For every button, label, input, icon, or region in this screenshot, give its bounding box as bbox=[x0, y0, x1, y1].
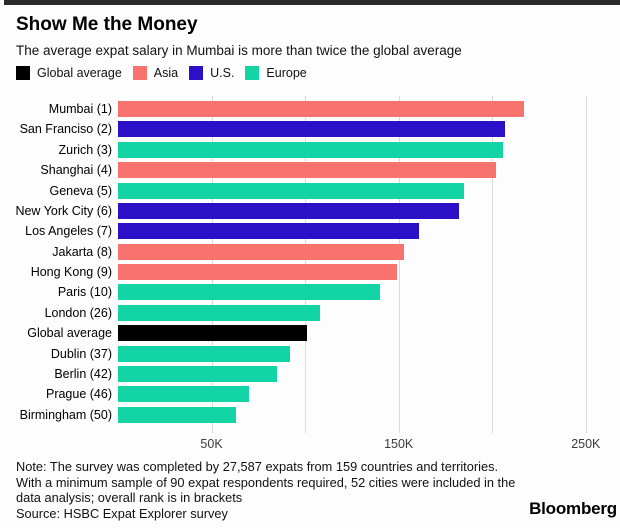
bar-row: Zurich (3) bbox=[0, 140, 620, 160]
bar-row: Jakarta (8) bbox=[0, 242, 620, 262]
bar-row: San Franciso (2) bbox=[0, 119, 620, 139]
bar-row: Geneva (5) bbox=[0, 181, 620, 201]
bar-u-s- bbox=[118, 202, 459, 219]
bar-track bbox=[118, 344, 612, 364]
source-line: Source: HSBC Expat Explorer survey bbox=[16, 505, 228, 521]
gridline bbox=[585, 96, 587, 433]
gridline bbox=[398, 96, 400, 433]
bar-u-s- bbox=[118, 223, 420, 240]
bar-row: Berlin (42) bbox=[0, 364, 620, 384]
category-label: New York City (6) bbox=[15, 203, 112, 218]
note-line: data analysis; overall rank is in bracke… bbox=[16, 490, 243, 506]
category-label: Prague (46) bbox=[45, 387, 112, 402]
bar-europe bbox=[118, 141, 504, 158]
note-line: Note: The survey was completed by 27,587… bbox=[16, 459, 499, 474]
bar-u-s- bbox=[118, 121, 506, 138]
bloomberg-logo: Bloomberg bbox=[529, 499, 617, 518]
legend-swatch-icon bbox=[245, 66, 260, 80]
bar-row: London (26) bbox=[0, 303, 620, 323]
bar-row: Mumbai (1) bbox=[0, 99, 620, 119]
category-label: Berlin (42) bbox=[54, 366, 112, 381]
bar-europe bbox=[118, 182, 465, 199]
bar-track bbox=[118, 323, 612, 343]
bar-track bbox=[118, 405, 612, 425]
bar-track bbox=[118, 160, 612, 180]
bar-track bbox=[118, 201, 612, 221]
bar-row: Global average bbox=[0, 323, 620, 343]
gridline bbox=[492, 96, 494, 433]
legend-label: Global average bbox=[37, 66, 122, 80]
bar-track bbox=[118, 282, 612, 302]
bar-europe bbox=[118, 345, 291, 362]
bar-row: Birmingham (50) bbox=[0, 405, 620, 425]
x-tick-label: 50K bbox=[200, 437, 223, 451]
category-label: Shanghai (4) bbox=[40, 163, 112, 178]
category-label: Zurich (3) bbox=[58, 142, 112, 157]
category-label: San Franciso (2) bbox=[19, 122, 112, 137]
bar-chart: Mumbai (1) San Franciso (2) Zurich (3) Shan… bbox=[0, 96, 620, 458]
bar-asia bbox=[118, 243, 405, 260]
chart-subtitle: The average expat salary in Mumbai is mo… bbox=[16, 43, 462, 58]
bar-rows: Mumbai (1) San Franciso (2) Zurich (3) Shan… bbox=[0, 99, 620, 425]
bar-track bbox=[118, 303, 612, 323]
legend: Global average Asia U.S. Europe bbox=[16, 66, 318, 80]
bar-asia bbox=[118, 162, 496, 179]
bar-track bbox=[118, 221, 612, 241]
bar-global-average bbox=[118, 325, 307, 342]
bar-asia bbox=[118, 101, 525, 117]
page-title: Show Me the Money bbox=[16, 14, 198, 35]
category-label: Birmingham (50) bbox=[19, 407, 112, 422]
bar-row: Dublin (37) bbox=[0, 344, 620, 364]
footer-note: Note: The survey was completed by 27,587… bbox=[16, 459, 515, 521]
bar-row: Shanghai (4) bbox=[0, 160, 620, 180]
legend-item: Asia bbox=[132, 66, 179, 80]
x-axis: 50K 150K 250K bbox=[118, 437, 612, 455]
legend-label: Asia bbox=[153, 66, 179, 80]
category-label: London (26) bbox=[44, 305, 112, 320]
legend-label: U.S. bbox=[210, 66, 235, 80]
category-label: Paris (10) bbox=[57, 285, 112, 300]
legend-swatch-icon bbox=[132, 66, 147, 80]
bar-track bbox=[118, 140, 612, 160]
legend-label: Europe bbox=[266, 66, 307, 80]
bar-row: Hong Kong (9) bbox=[0, 262, 620, 282]
bar-track bbox=[118, 384, 612, 404]
bar-row: Prague (46) bbox=[0, 384, 620, 404]
bar-track bbox=[118, 262, 612, 282]
legend-item: U.S. bbox=[189, 66, 234, 80]
category-label: Los Angeles (7) bbox=[25, 224, 112, 239]
note-line: With a minimum sample of 90 expat respon… bbox=[16, 474, 516, 490]
category-label: Global average bbox=[27, 326, 112, 341]
x-tick-label: 250K bbox=[571, 437, 601, 451]
category-label: Jakarta (8) bbox=[52, 244, 112, 259]
bar-row: Paris (10) bbox=[0, 282, 620, 302]
legend-item: Global average bbox=[16, 66, 122, 80]
bar-track bbox=[118, 364, 612, 384]
legend-swatch-icon bbox=[189, 66, 204, 80]
top-rule bbox=[4, 0, 620, 5]
bar-track bbox=[118, 181, 612, 201]
bar-europe bbox=[118, 406, 236, 423]
bar-track bbox=[118, 119, 612, 139]
bar-europe bbox=[118, 365, 278, 382]
x-tick-label: 150K bbox=[384, 437, 414, 451]
bar-europe bbox=[118, 304, 321, 321]
bar-track bbox=[118, 99, 612, 119]
bar-europe bbox=[118, 284, 380, 301]
bar-asia bbox=[118, 264, 397, 280]
bar-row: Los Angeles (7) bbox=[0, 221, 620, 241]
category-label: Dublin (37) bbox=[50, 346, 112, 361]
legend-swatch-icon bbox=[16, 66, 30, 80]
legend-item: Europe bbox=[245, 66, 307, 80]
bar-europe bbox=[118, 386, 249, 403]
category-label: Hong Kong (9) bbox=[30, 265, 112, 279]
bar-row: New York City (6) bbox=[0, 201, 620, 221]
category-label: Mumbai (1) bbox=[48, 102, 112, 116]
bar-track bbox=[118, 242, 612, 262]
category-label: Geneva (5) bbox=[49, 183, 112, 198]
